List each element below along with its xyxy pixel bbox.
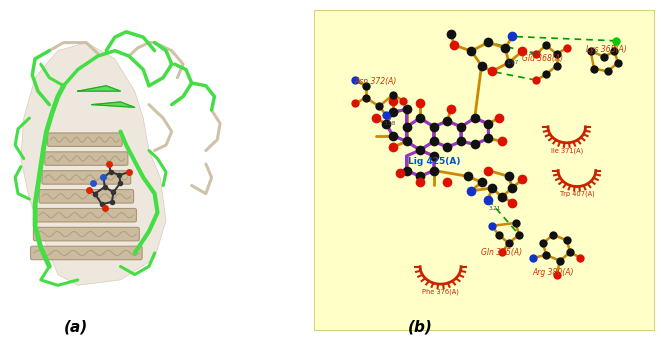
FancyBboxPatch shape [39,190,134,203]
Text: Trp 407(A): Trp 407(A) [559,191,594,197]
Polygon shape [78,86,120,91]
Text: 2.87: 2.87 [530,51,542,57]
FancyBboxPatch shape [48,133,122,146]
FancyBboxPatch shape [33,227,139,241]
Polygon shape [92,102,135,107]
Text: Gln 375(A): Gln 375(A) [481,248,522,256]
Text: (a): (a) [64,319,88,334]
Text: 1.97: 1.97 [506,60,518,65]
Text: Ile 371(A): Ile 371(A) [551,147,583,154]
Text: Lys 365(A): Lys 365(A) [586,45,626,54]
Text: 3.21: 3.21 [489,206,501,211]
Text: Lig 425(A): Lig 425(A) [408,157,460,166]
FancyBboxPatch shape [42,171,130,184]
Text: Glu 368(A): Glu 368(A) [522,54,563,63]
FancyBboxPatch shape [45,152,128,165]
Text: 3.08: 3.08 [383,121,396,127]
FancyBboxPatch shape [314,10,655,331]
FancyBboxPatch shape [30,246,142,260]
Text: Arg 380(A): Arg 380(A) [532,268,574,277]
Text: (b): (b) [408,319,433,334]
Polygon shape [21,43,166,285]
Text: Asn 372(A): Asn 372(A) [355,77,397,86]
Text: Phe 376(A): Phe 376(A) [422,288,459,295]
FancyBboxPatch shape [36,208,136,222]
